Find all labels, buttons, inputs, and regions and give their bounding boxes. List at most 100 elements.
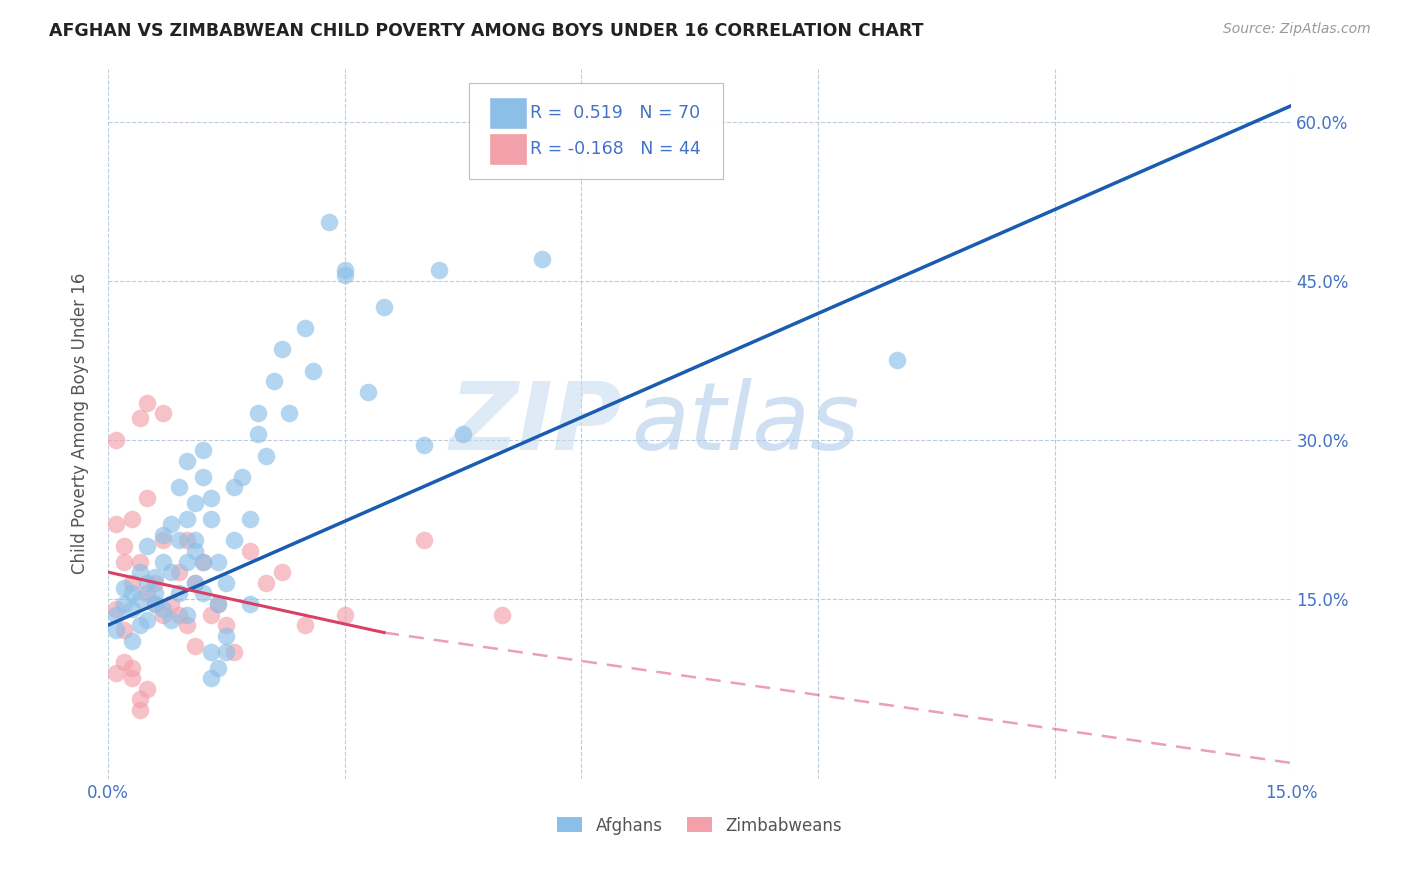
Point — [270, 343, 292, 357]
Point — [121, 512, 143, 526]
Point — [886, 353, 908, 368]
Point — [224, 645, 246, 659]
Point — [254, 575, 277, 590]
Text: atlas: atlas — [631, 378, 859, 469]
Point — [104, 665, 127, 680]
Point — [152, 555, 174, 569]
Point — [176, 607, 198, 622]
Point — [215, 575, 238, 590]
Point — [207, 555, 229, 569]
Point — [239, 597, 262, 611]
Point — [136, 586, 159, 600]
Point — [302, 364, 325, 378]
Point — [104, 433, 127, 447]
Point — [207, 597, 229, 611]
Point — [278, 406, 301, 420]
Point — [112, 539, 135, 553]
Point — [239, 512, 262, 526]
Point — [176, 512, 198, 526]
Point — [167, 586, 190, 600]
Point — [491, 607, 513, 622]
Point — [184, 640, 207, 654]
Point — [112, 624, 135, 638]
Point — [128, 703, 150, 717]
Point — [104, 624, 127, 638]
Point — [128, 692, 150, 706]
Point — [263, 374, 285, 388]
Point — [294, 321, 316, 335]
Point — [112, 581, 135, 595]
Point — [121, 575, 143, 590]
Point — [136, 681, 159, 696]
Point — [104, 602, 127, 616]
Point — [373, 300, 395, 314]
Point — [167, 533, 190, 548]
Point — [200, 607, 222, 622]
Point — [112, 597, 135, 611]
Point — [184, 575, 207, 590]
Y-axis label: Child Poverty Among Boys Under 16: Child Poverty Among Boys Under 16 — [72, 273, 89, 574]
Point — [176, 555, 198, 569]
Point — [128, 591, 150, 606]
Point — [270, 565, 292, 579]
Point — [184, 533, 207, 548]
Point — [246, 427, 269, 442]
Text: AFGHAN VS ZIMBABWEAN CHILD POVERTY AMONG BOYS UNDER 16 CORRELATION CHART: AFGHAN VS ZIMBABWEAN CHILD POVERTY AMONG… — [49, 22, 924, 40]
Point — [167, 480, 190, 494]
Point — [191, 443, 214, 458]
Point — [200, 491, 222, 505]
Point — [207, 660, 229, 674]
Point — [152, 528, 174, 542]
Point — [128, 565, 150, 579]
Point — [160, 517, 183, 532]
FancyBboxPatch shape — [470, 83, 724, 178]
FancyBboxPatch shape — [491, 98, 526, 128]
Point — [176, 618, 198, 632]
Point — [167, 607, 190, 622]
FancyBboxPatch shape — [491, 134, 526, 164]
Point — [143, 597, 166, 611]
Point — [200, 512, 222, 526]
Text: R =  0.519   N = 70: R = 0.519 N = 70 — [530, 104, 700, 122]
Point — [152, 607, 174, 622]
Point — [333, 268, 356, 283]
Point — [412, 438, 434, 452]
Point — [128, 555, 150, 569]
Point — [143, 570, 166, 584]
Point — [530, 252, 553, 267]
Point — [128, 618, 150, 632]
Point — [333, 607, 356, 622]
Point — [412, 533, 434, 548]
Point — [104, 517, 127, 532]
Point — [246, 406, 269, 420]
Text: R = -0.168   N = 44: R = -0.168 N = 44 — [530, 140, 702, 158]
Point — [176, 454, 198, 468]
Point — [176, 533, 198, 548]
Point — [121, 671, 143, 685]
Point — [160, 565, 183, 579]
Point — [112, 655, 135, 669]
Point — [136, 613, 159, 627]
Point — [143, 575, 166, 590]
Point — [128, 411, 150, 425]
Point — [200, 645, 222, 659]
Point — [184, 575, 207, 590]
Text: ZIP: ZIP — [450, 377, 623, 470]
Point — [143, 586, 166, 600]
Point — [224, 533, 246, 548]
Point — [254, 449, 277, 463]
Point — [318, 215, 340, 229]
Point — [121, 634, 143, 648]
Point — [191, 586, 214, 600]
Point — [191, 555, 214, 569]
Text: Source: ZipAtlas.com: Source: ZipAtlas.com — [1223, 22, 1371, 37]
Point — [143, 597, 166, 611]
Point — [152, 602, 174, 616]
Point — [231, 469, 253, 483]
Point — [121, 660, 143, 674]
Point — [224, 480, 246, 494]
Point — [294, 618, 316, 632]
Point — [215, 629, 238, 643]
Point — [167, 565, 190, 579]
Point — [357, 384, 380, 399]
